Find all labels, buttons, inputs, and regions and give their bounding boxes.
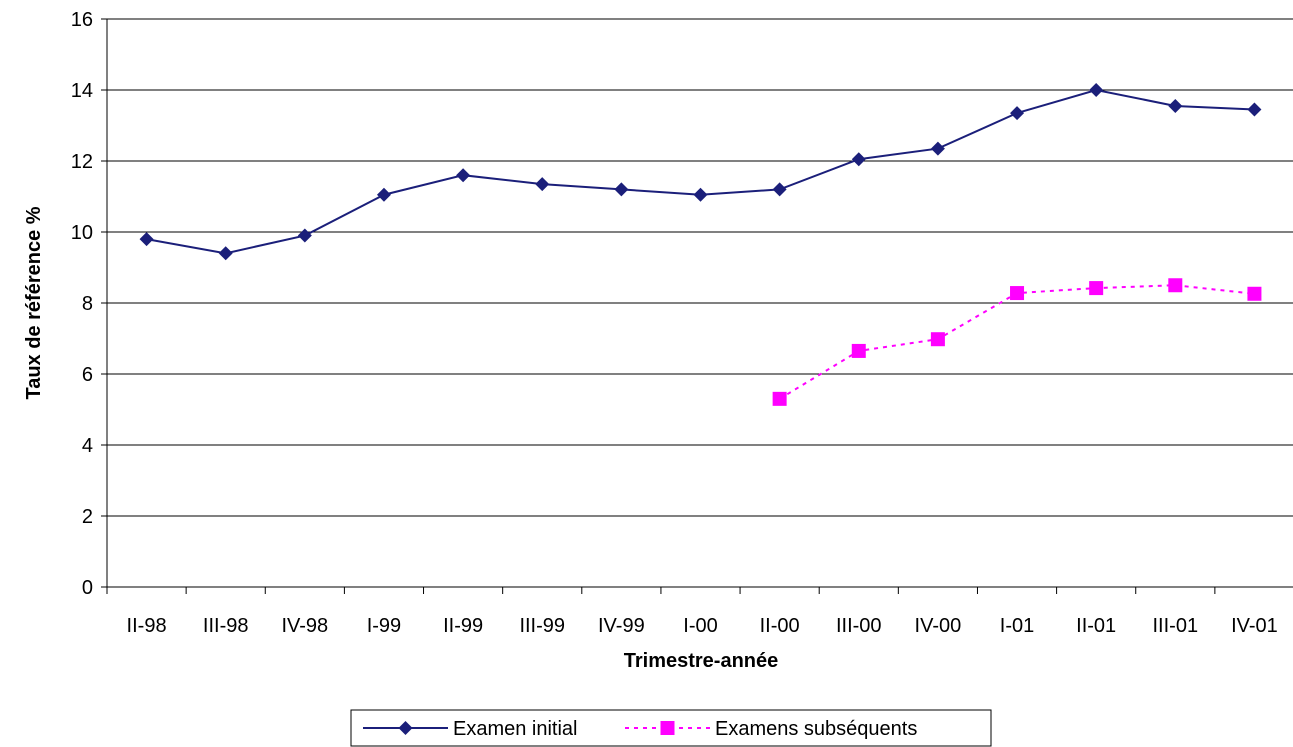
data-point	[139, 232, 154, 247]
x-tick-label: I-99	[367, 615, 401, 637]
x-axis-title: Trimestre-année	[624, 650, 779, 672]
x-tick-label: III-00	[836, 615, 882, 637]
data-point	[535, 177, 550, 192]
data-point	[1168, 278, 1183, 293]
x-tick-label: III-99	[519, 615, 565, 637]
data-point	[1168, 98, 1183, 113]
data-point	[218, 246, 233, 261]
y-axis-title: Taux de référence %	[23, 206, 45, 399]
data-point	[456, 168, 471, 183]
y-axis-ticks: 0 2 4 6 8 10 12 14 16	[71, 9, 107, 599]
series-layer	[139, 83, 1262, 406]
x-tick-label: IV-98	[281, 615, 328, 637]
data-point	[930, 141, 945, 156]
data-point	[1089, 281, 1104, 296]
data-point	[851, 343, 866, 358]
data-point	[772, 182, 787, 197]
x-axis-ticks: II-98 III-98 IV-98 I-99 II-99 III-99 IV-99 I-00…	[106, 587, 1278, 637]
data-point	[930, 332, 945, 347]
y-tick-label: 10	[71, 222, 93, 244]
series-line	[146, 88, 1255, 255]
data-point	[1010, 106, 1025, 121]
y-tick-label: 2	[82, 506, 93, 528]
y-tick-label: 4	[82, 435, 93, 457]
series-examens-subsequents	[772, 278, 1262, 406]
data-point	[398, 721, 413, 735]
data-point	[693, 187, 708, 202]
x-tick-label: II-98	[127, 615, 167, 637]
x-tick-label: II-00	[760, 615, 800, 637]
data-point	[614, 182, 629, 197]
legend-label: Examen initial	[453, 718, 578, 740]
data-point	[772, 391, 787, 406]
x-tick-label: IV-99	[598, 615, 645, 637]
x-tick-label: IV-01	[1231, 615, 1278, 637]
y-tick-label: 0	[82, 577, 93, 599]
y-tick-label: 14	[71, 80, 93, 102]
x-tick-label: IV-00	[915, 615, 962, 637]
legend-label: Examens subséquents	[715, 718, 917, 740]
series-examen-initial	[139, 83, 1262, 261]
x-tick-label: III-98	[203, 615, 249, 637]
y-tick-label: 8	[82, 293, 93, 315]
data-point	[1010, 286, 1025, 301]
data-point	[1089, 83, 1104, 97]
legend: Examen initial Examens subséquents	[350, 709, 992, 747]
x-tick-label: I-00	[683, 615, 717, 637]
data-point	[851, 152, 866, 167]
data-point	[297, 228, 312, 243]
series-line	[779, 284, 1255, 400]
data-point	[660, 721, 675, 735]
data-point	[1247, 286, 1262, 301]
data-point	[376, 187, 391, 202]
x-tick-label: II-99	[443, 615, 483, 637]
x-tick-label: II-01	[1076, 615, 1116, 637]
y-tick-label: 16	[71, 9, 93, 31]
x-tick-label: I-01	[1000, 615, 1034, 637]
data-point	[1247, 102, 1262, 117]
y-tick-label: 12	[71, 151, 93, 173]
x-tick-label: III-01	[1153, 615, 1199, 637]
y-tick-label: 6	[82, 364, 93, 386]
